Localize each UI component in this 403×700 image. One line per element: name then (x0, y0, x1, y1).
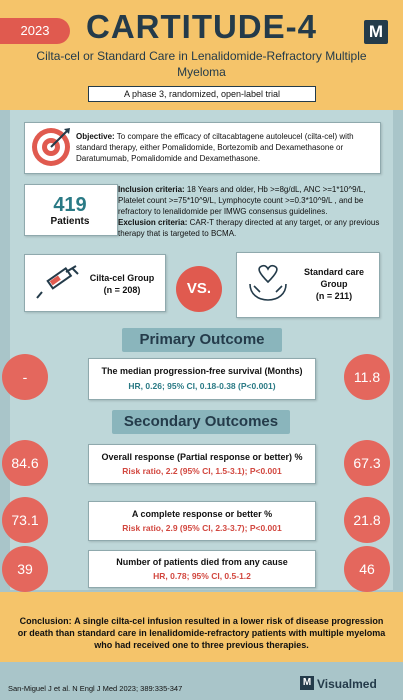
secondary3-left-value: 39 (2, 546, 48, 592)
exclusion-label: Exclusion criteria: (118, 218, 188, 227)
group1-label: Cilta-cel Group (n = 208) (82, 272, 162, 296)
secondary2-card: A complete response or better % Risk rat… (88, 501, 316, 541)
secondary3-card: Number of patients died from any cause H… (88, 550, 316, 588)
citation: San-Miguel J et al. N Engl J Med 2023; 3… (8, 684, 183, 693)
year-badge: 2023 (0, 18, 70, 44)
primary-right-value: 11.8 (344, 354, 390, 400)
objective-body: To compare the efficacy of ciltacabtagen… (76, 132, 354, 163)
secondary-outcomes-heading: Secondary Outcomes (112, 410, 290, 434)
target-icon (32, 128, 70, 166)
secondary2-stat: Risk ratio, 2.9 (95% CI, 2.3-3.7); P<0.0… (122, 523, 282, 533)
group2-n: (n = 211) (315, 291, 353, 301)
primary-left-value: - (2, 354, 48, 400)
conclusion-label: Conclusion: (19, 616, 72, 626)
primary-title: The median progression-free survival (Mo… (101, 366, 303, 376)
secondary2-title: A complete response or better % (131, 509, 273, 519)
secondary3-title: Number of patients died from any cause (116, 557, 288, 567)
primary-outcome-heading: Primary Outcome (122, 328, 282, 352)
criteria-text: Inclusion criteria: 18 Years and older, … (118, 184, 384, 244)
inclusion-label: Inclusion criteria: (118, 185, 185, 194)
page-title: CARTITUDE-4 (86, 8, 317, 45)
secondary1-stat: Risk ratio, 2.2 (95% CI, 1.5-3.1); P<0.0… (122, 466, 282, 476)
secondary3-right-value: 46 (344, 546, 390, 592)
brand-logo: M (364, 20, 388, 44)
primary-stat: HR, 0.26; 95% CI, 0.18-0.38 (P<0.001) (128, 381, 276, 391)
secondary1-right-value: 67.3 (344, 440, 390, 486)
group2-label: Standard care Group (n = 211) (294, 266, 374, 302)
inclusion-text: 18 Years and older, Hb >=8g/dL, ANC >=1*… (118, 185, 366, 216)
secondary1-left-value: 84.6 (2, 440, 48, 486)
patients-count: 419 (53, 194, 87, 216)
patients-card (24, 184, 118, 236)
group2-name: Standard care Group (303, 267, 365, 289)
conclusion-body: A single cilta-cel infusion resulted in … (17, 616, 386, 650)
objective-text: Objective: To compare the efficacy of ci… (76, 131, 366, 164)
cilta-cel-group-card (24, 254, 166, 312)
visualmed-brand: Visualmed (317, 677, 377, 691)
trial-type-box: A phase 3, randomized, open-label trial (88, 86, 316, 102)
standard-care-group-card (236, 252, 380, 318)
primary-outcome-card: The median progression-free survival (Mo… (88, 358, 316, 400)
secondary2-right-value: 21.8 (344, 497, 390, 543)
syringe-icon (36, 265, 79, 299)
objective-card (24, 122, 381, 174)
patients-label: Patients (50, 216, 90, 227)
group1-name: Cilta-cel Group (89, 273, 155, 283)
conclusion-text: Conclusion: A single cilta-cel infusion … (16, 615, 387, 651)
secondary1-title: Overall response (Partial response or be… (101, 452, 303, 462)
secondary2-left-value: 73.1 (2, 497, 48, 543)
page-subtitle: Cilta-cel or Standard Care in Lenalidomi… (36, 49, 367, 79)
conclusion-banner (0, 592, 403, 662)
objective-label: Objective: (76, 132, 115, 141)
group1-n: (n = 208) (103, 285, 141, 295)
visualmed-logo: M (300, 676, 314, 690)
secondary1-card: Overall response (Partial response or be… (88, 444, 316, 484)
hands-heart-icon (249, 264, 287, 301)
exclusion-text: CAR-T therapy directed at any target, or… (118, 218, 380, 238)
vs-badge: VS. (176, 266, 222, 312)
secondary3-stat: HR, 0.78; 95% CI, 0.5-1.2 (153, 571, 251, 581)
